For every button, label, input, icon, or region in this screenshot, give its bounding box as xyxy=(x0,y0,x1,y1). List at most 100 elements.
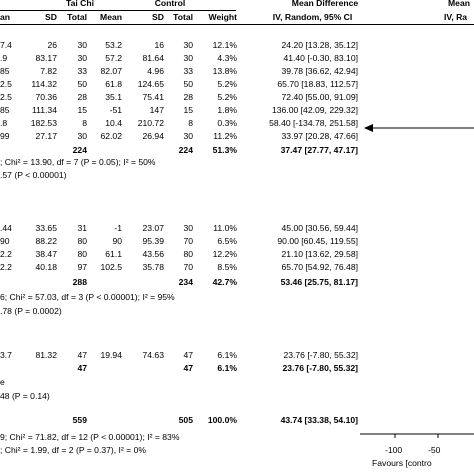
table-cell-w: 12.1% xyxy=(212,40,237,50)
table-cell-csd: 4.96 xyxy=(147,66,164,76)
subtotal-weight: 42.7% xyxy=(212,277,237,287)
table-cell-tsd: 81.32 xyxy=(35,350,57,360)
table-cell-ci: 39.78 [36.62, 42.94] xyxy=(281,66,358,76)
table-cell-w: 11.0% xyxy=(213,223,237,233)
plot-subtitle: IV, Ra xyxy=(444,12,468,22)
table-cell-tm: 90 xyxy=(0,236,10,246)
subtotal-control: 224 xyxy=(178,145,193,155)
table-cell-tsd: 38.47 xyxy=(35,249,57,259)
subtotal-tai: 559 xyxy=(72,415,87,425)
table-cell-csd: 16 xyxy=(154,40,164,50)
table-cell-tm: 99 xyxy=(0,131,10,141)
table-cell-cm: 53.2 xyxy=(105,40,122,50)
subtotal-ci: 43.74 [33.38, 54.10] xyxy=(280,415,358,425)
table-cell-tm: 2.2 xyxy=(0,262,12,272)
axis-tick-label: -50 xyxy=(428,445,441,455)
table-cell-tn: 97 xyxy=(77,262,87,272)
table-cell-tsd: 7.82 xyxy=(40,66,57,76)
table-cell-csd: 74.63 xyxy=(142,350,164,360)
table-cell-tn: 28 xyxy=(77,92,87,102)
table-cell-ci: 41.40 [-0.30, 83.10] xyxy=(283,53,358,63)
subtotal-weight: 6.1% xyxy=(217,363,237,373)
table-cell-csd: 147 xyxy=(149,105,164,115)
table-cell-cm: 90 xyxy=(112,236,122,246)
axis-tick-marks xyxy=(394,434,439,438)
table-cell-cm: 61.1 xyxy=(105,249,122,259)
table-cell-tn: 47 xyxy=(77,350,87,360)
table-cell-w: 5.2% xyxy=(217,79,237,89)
table-cell-ci: 58.40 [-134.78, 251.58] xyxy=(269,118,358,128)
table-cell-cn: 33 xyxy=(183,66,193,76)
table-cell-ci: 65.70 [18.83, 112.57] xyxy=(277,79,358,89)
table-cell-cn: 30 xyxy=(183,53,193,63)
table-cell-tm: 85 xyxy=(0,105,10,115)
table-cell-w: 13.8% xyxy=(212,66,237,76)
effect-subtitle: IV, Random, 95% CI xyxy=(272,12,353,22)
table-cell-cn: 15 xyxy=(183,105,193,115)
table-cell-csd: 81.64 xyxy=(142,53,164,63)
table-cell-tn: 33 xyxy=(77,66,87,76)
table-cell-tsd: 40.18 xyxy=(35,262,57,272)
table-cell-tsd: 33.65 xyxy=(35,223,57,233)
table-cell-tn: 50 xyxy=(77,79,87,89)
subtotal-ci: 53.46 [25.75, 81.17] xyxy=(280,277,358,287)
table-cell-ci: 33.97 [20.28, 47.66] xyxy=(281,131,358,141)
subtotal-control: 505 xyxy=(178,415,193,425)
table-cell-w: 12.2% xyxy=(212,249,237,259)
table-cell-csd: 35.78 xyxy=(142,262,164,272)
table-cell-cm: 19.94 xyxy=(100,350,122,360)
table-cell-csd: 210.72 xyxy=(137,118,164,128)
table-cell-csd: 43.56 xyxy=(142,249,164,259)
table-cell-w: 11.2% xyxy=(213,131,237,141)
table-cell-tn: 30 xyxy=(77,40,87,50)
col-tai-total: Total xyxy=(67,12,87,22)
heterogeneity-text: ; Chi² = 13.90, df = 7 (P = 0.05); I² = … xyxy=(0,157,156,167)
table-cell-tm: 3.7 xyxy=(0,350,12,360)
table-cell-tn: 8 xyxy=(82,118,87,128)
heterogeneity-text: e xyxy=(0,377,5,387)
subtotal-tai: 224 xyxy=(72,145,87,155)
table-cell-csd: 26.94 xyxy=(142,131,164,141)
subtotal-ci: 37.47 [27.77, 47.17] xyxy=(280,145,358,155)
table-cell-tn: 80 xyxy=(77,249,87,259)
table-cell-cn: 50 xyxy=(183,79,193,89)
table-cell-tsd: 70.36 xyxy=(35,92,57,102)
table-cell-cn: 70 xyxy=(183,262,193,272)
col-tai-sd: SD xyxy=(45,12,57,22)
table-cell-cm: 62.02 xyxy=(100,131,122,141)
table-cell-ci: 24.20 [13.28, 35.12] xyxy=(281,40,358,50)
overall-effect-text: .57 (P < 0.00001) xyxy=(0,170,67,180)
table-cell-w: 0.3% xyxy=(217,118,237,128)
table-cell-cn: 47 xyxy=(183,350,193,360)
table-cell-tm: .44 xyxy=(0,223,12,233)
overall-effect-text: 48 (P = 0.14) xyxy=(0,391,50,401)
table-cell-cn: 70 xyxy=(183,236,193,246)
subtotal-ci: 23.76 [-7.80, 55.32] xyxy=(282,363,359,373)
table-cell-tn: 30 xyxy=(77,131,87,141)
table-cell-csd: 124.65 xyxy=(137,79,164,89)
table-cell-tm: 7.4 xyxy=(0,40,12,50)
group1-header: Tai Chi xyxy=(65,0,94,8)
col-weight: Weight xyxy=(208,12,237,22)
favours-label: Favours [contro xyxy=(372,458,432,468)
table-cell-tsd: 182.53 xyxy=(30,118,57,128)
table-cell-w: 8.5% xyxy=(217,262,237,272)
table-cell-cn: 30 xyxy=(183,223,193,233)
table-cell-tm: .9 xyxy=(0,53,8,63)
table-cell-ci: 90.00 [60.45, 119.55] xyxy=(277,236,358,246)
table-cell-cn: 8 xyxy=(188,118,193,128)
ci-arrow-head xyxy=(364,124,373,132)
table-cell-cm: 82.07 xyxy=(100,66,122,76)
table-cell-cn: 28 xyxy=(183,92,193,102)
table-cell-cm: 102.5 xyxy=(100,262,122,272)
table-cell-tm: 85 xyxy=(0,66,10,76)
table-cell-w: 6.5% xyxy=(217,236,237,246)
subtotal-control: 47 xyxy=(183,363,193,373)
table-cell-cm: 57.2 xyxy=(105,53,122,63)
subtotal-tai: 47 xyxy=(77,363,87,373)
header-underline xyxy=(0,10,236,11)
table-cell-cm: -1 xyxy=(114,223,122,233)
table-cell-tsd: 114.32 xyxy=(31,79,57,89)
table-cell-ci: 72.40 [55.00, 91.09] xyxy=(281,92,358,102)
